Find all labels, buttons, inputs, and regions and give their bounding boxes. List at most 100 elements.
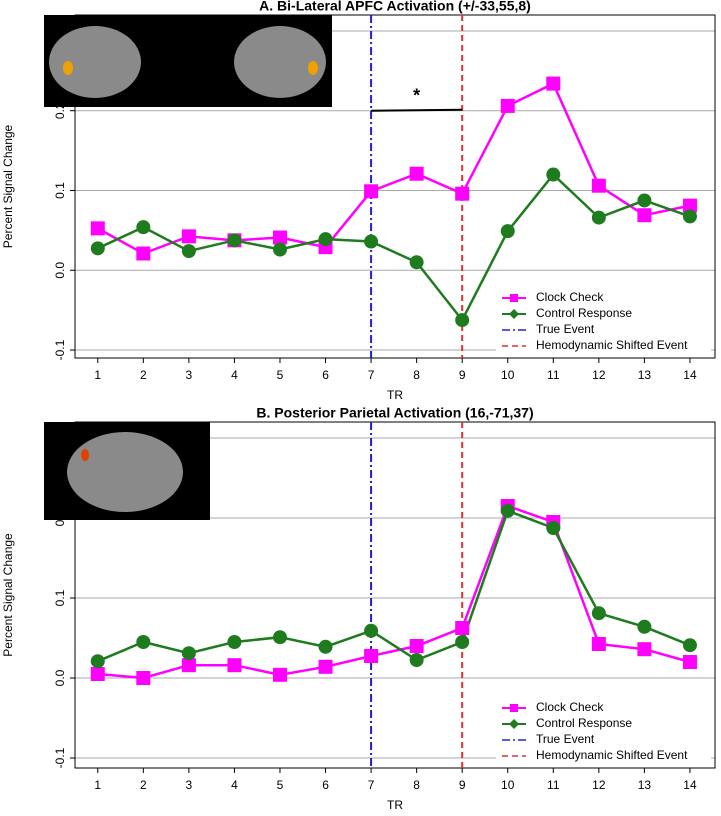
data-point	[181, 229, 196, 244]
legend-label: Control Response	[536, 306, 632, 320]
y-tick-label: 0.1	[53, 589, 67, 606]
y-axis-label: Percent Signal Change	[1, 124, 15, 248]
data-point	[90, 221, 105, 236]
data-point	[318, 639, 333, 654]
panel: A. Bi-Lateral APFC Activation (+/-33,55,…	[1, 0, 716, 402]
y-tick-label: -0.1	[53, 747, 67, 768]
x-tick-label: 6	[322, 368, 329, 382]
x-tick-label: 6	[322, 778, 329, 792]
y-tick-label: 0.0	[53, 262, 67, 279]
x-tick-label: 13	[638, 778, 652, 792]
data-point	[637, 619, 652, 634]
x-axis-label: TR	[387, 388, 403, 402]
x-tick-label: 7	[368, 778, 375, 792]
data-point	[455, 313, 470, 328]
data-point	[500, 224, 515, 239]
legend-label: Clock Check	[536, 290, 604, 304]
data-point	[682, 209, 697, 224]
x-tick-label: 3	[186, 368, 193, 382]
x-tick-label: 7	[368, 368, 375, 382]
data-point	[637, 642, 652, 657]
y-tick-label: -0.1	[53, 339, 67, 360]
legend-marker	[509, 719, 519, 729]
x-tick-label: 13	[638, 368, 652, 382]
data-point	[409, 166, 424, 181]
x-tick-label: 12	[592, 778, 606, 792]
data-point	[181, 646, 196, 661]
data-point	[409, 653, 424, 667]
series-line	[97, 81, 691, 255]
legend-label: True Event	[536, 322, 595, 336]
data-point	[409, 255, 424, 270]
legend-label: Hemodynamic Shifted Event	[536, 338, 688, 352]
annotation: *	[413, 85, 420, 105]
data-point	[546, 76, 561, 91]
data-point	[136, 220, 151, 235]
data-point	[227, 233, 242, 248]
legend-label: True Event	[536, 732, 595, 746]
data-point	[364, 184, 379, 199]
x-tick-label: 2	[140, 778, 147, 792]
x-tick-label: 14	[683, 778, 697, 792]
data-point	[364, 649, 379, 663]
data-point	[409, 639, 424, 653]
data-point	[272, 242, 287, 257]
y-tick-label: 0.0	[53, 669, 67, 686]
x-axis-label: TR	[387, 798, 403, 812]
data-point	[591, 210, 606, 225]
data-point	[455, 621, 470, 635]
data-point	[318, 659, 333, 674]
data-point	[272, 630, 287, 645]
x-tick-label: 8	[413, 778, 420, 792]
legend: Clock Check Control Response True Event Hem…	[496, 698, 711, 766]
x-tick-label: 3	[186, 778, 193, 792]
x-tick-label: 10	[501, 778, 515, 792]
legend-label: Hemodynamic Shifted Event	[536, 748, 688, 762]
chart-title: A. Bi-Lateral APFC Activation (+/-33,55,…	[259, 0, 531, 14]
x-tick-label: 5	[277, 778, 284, 792]
data-point	[682, 198, 697, 213]
data-point	[272, 667, 287, 682]
data-point	[136, 671, 151, 685]
data-point	[227, 635, 242, 649]
data-point	[272, 230, 287, 245]
legend-label: Clock Check	[536, 700, 604, 714]
x-tick-label: 14	[683, 368, 697, 382]
data-point	[500, 98, 515, 113]
data-point	[318, 232, 333, 247]
data-point	[90, 241, 105, 256]
panel: B. Posterior Parietal Activation (16,-71…	[1, 405, 716, 812]
legend-marker	[510, 704, 518, 712]
series-line	[97, 509, 691, 663]
x-tick-label: 11	[547, 778, 560, 792]
x-tick-label: 2	[140, 368, 147, 382]
legend-box	[496, 288, 711, 356]
data-point	[364, 234, 379, 249]
x-tick-label: 5	[277, 368, 284, 382]
data-point	[90, 667, 105, 681]
brain-image-b	[44, 422, 210, 520]
data-point	[364, 623, 379, 638]
x-tick-label: 9	[459, 368, 466, 382]
x-tick-label: 4	[231, 778, 238, 792]
legend-marker	[510, 294, 518, 302]
x-tick-label: 10	[501, 368, 515, 382]
data-point	[136, 635, 151, 649]
data-point	[181, 244, 196, 259]
data-point	[546, 167, 561, 182]
x-tick-label: 12	[592, 368, 606, 382]
data-point	[181, 658, 196, 673]
x-tick-label: 11	[547, 368, 560, 382]
x-tick-label: 1	[94, 368, 101, 382]
x-tick-label: 1	[94, 778, 101, 792]
series-line	[97, 504, 691, 680]
data-point	[591, 637, 606, 651]
chart-title: B. Posterior Parietal Activation (16,-71…	[256, 405, 533, 421]
significance-bar	[371, 108, 463, 112]
data-point	[546, 521, 561, 535]
y-axis-label: Percent Signal Change	[1, 533, 15, 657]
series-line	[97, 172, 691, 323]
data-point	[227, 658, 242, 673]
y-tick-label: 0.1	[53, 182, 67, 199]
data-point	[455, 635, 470, 649]
